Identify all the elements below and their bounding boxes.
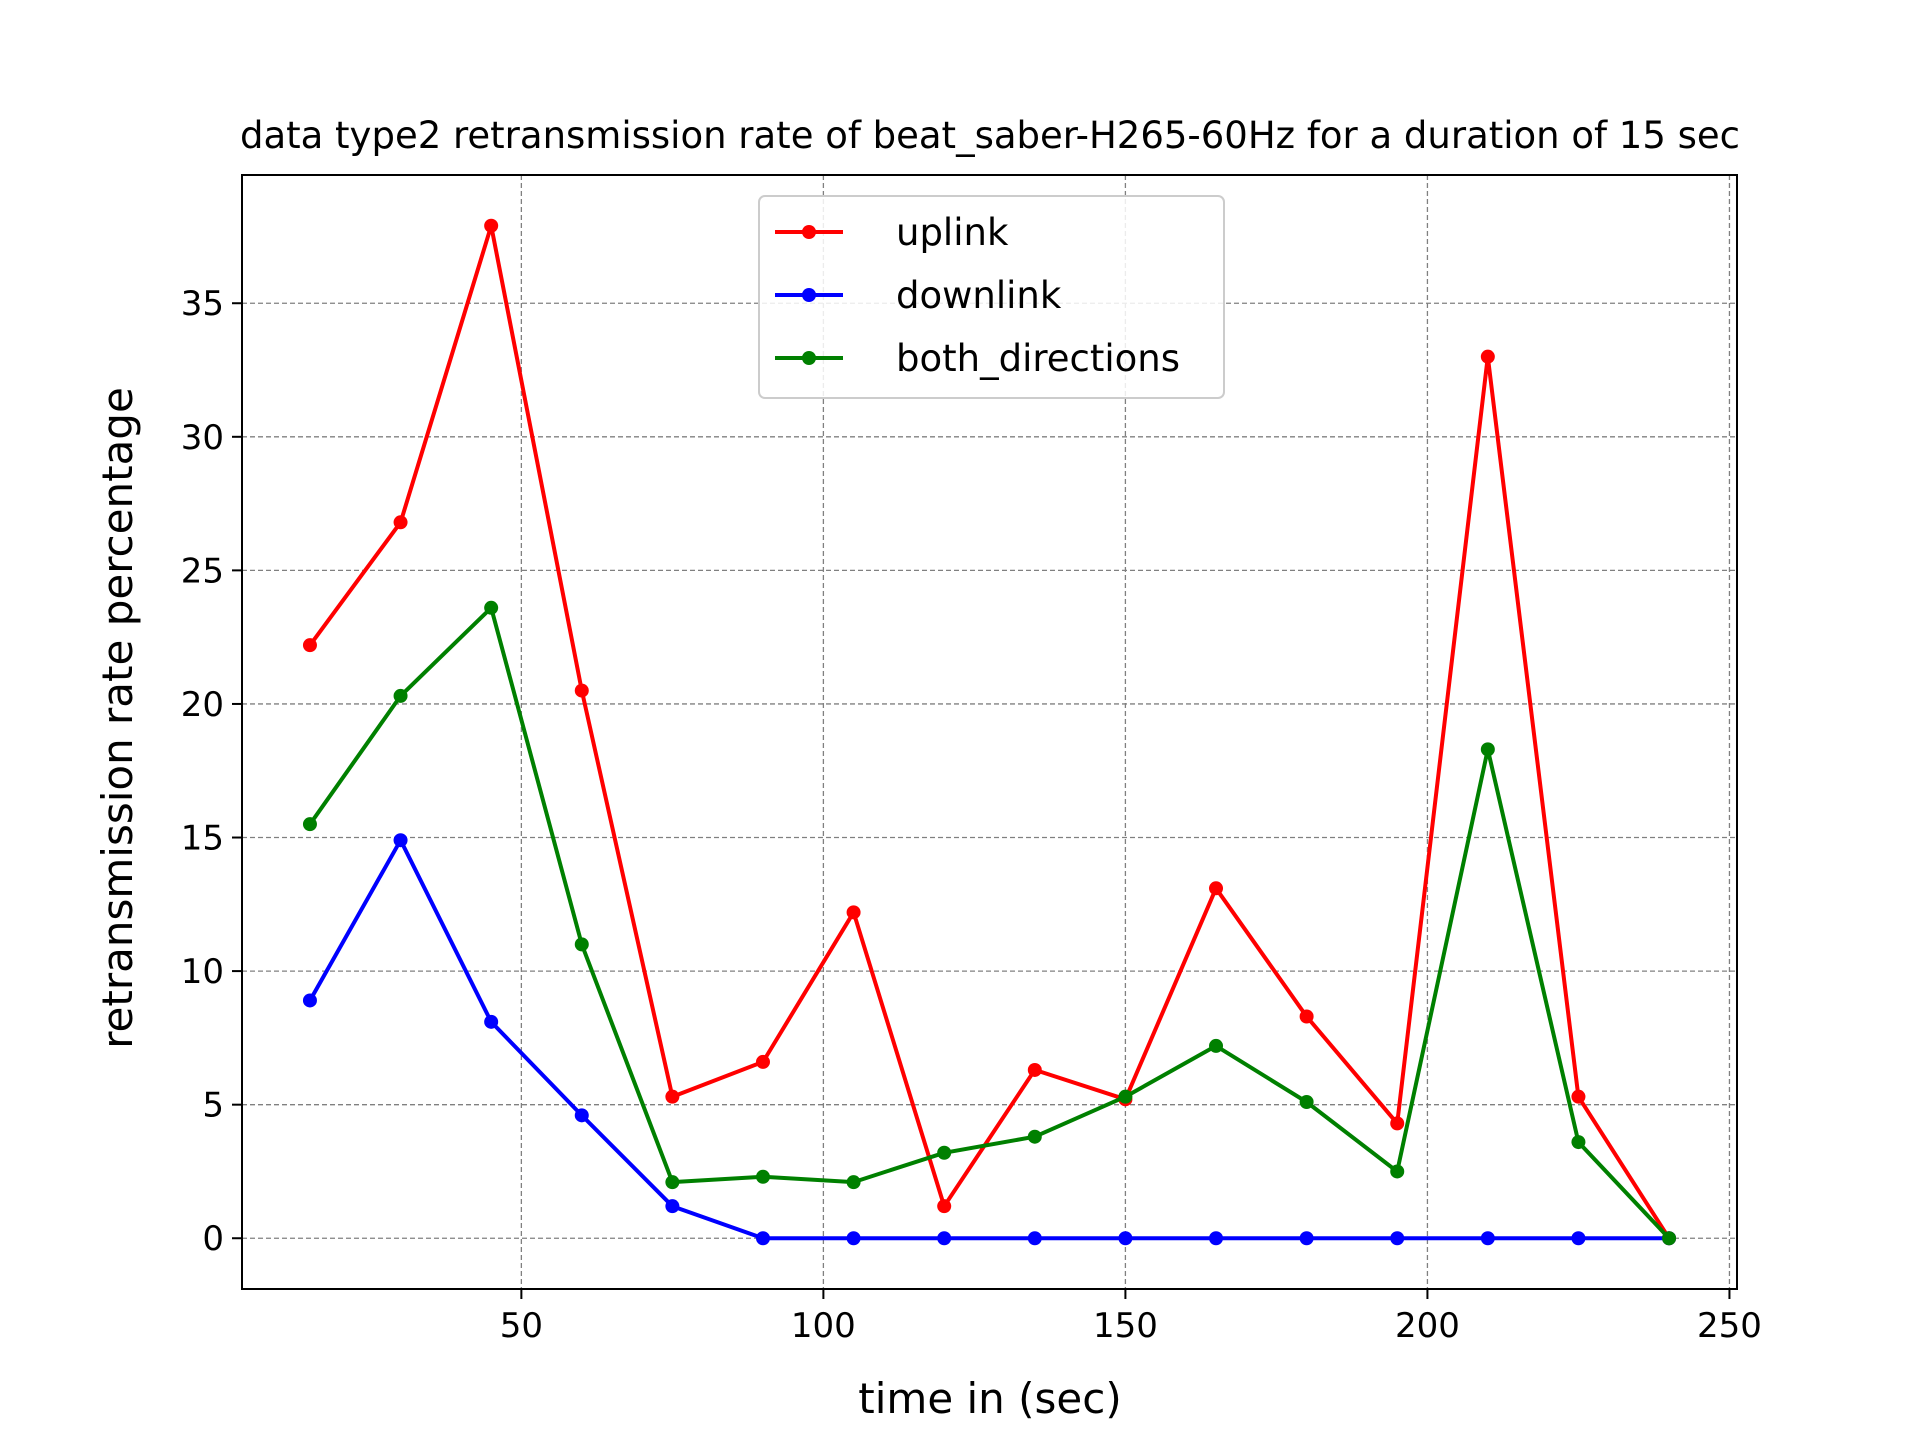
data-point-both_directions bbox=[574, 937, 589, 952]
data-point-uplink bbox=[846, 905, 861, 920]
y-tick-label: 10 bbox=[181, 952, 224, 992]
x-tick-label: 100 bbox=[791, 1306, 856, 1346]
data-point-downlink bbox=[1027, 1231, 1042, 1246]
data-point-uplink bbox=[393, 515, 408, 530]
x-tick-label: 250 bbox=[1697, 1306, 1762, 1346]
legend-label-uplink: uplink bbox=[896, 211, 1009, 254]
data-point-uplink bbox=[755, 1054, 770, 1069]
series-line-uplink bbox=[308, 223, 1671, 1240]
y-axis-label: retransmission rate percentage bbox=[93, 387, 142, 1049]
data-point-downlink bbox=[1571, 1231, 1586, 1246]
data-point-downlink bbox=[665, 1199, 680, 1214]
y-tick-label: 25 bbox=[181, 551, 224, 591]
data-point-downlink bbox=[937, 1231, 952, 1246]
data-point-uplink bbox=[665, 1089, 680, 1104]
x-axis-label: time in (sec) bbox=[858, 1374, 1121, 1423]
y-tick-label: 5 bbox=[202, 1086, 224, 1126]
series-uplink bbox=[302, 218, 1677, 1246]
y-tick-label: 20 bbox=[181, 685, 224, 725]
data-point-uplink bbox=[574, 683, 589, 698]
y-tick-label: 15 bbox=[181, 819, 224, 859]
data-point-both_directions bbox=[1118, 1089, 1133, 1104]
ticks: 50 100 150 200 250 0 5 10 15 20 25 30 35 bbox=[181, 284, 1762, 1346]
data-point-downlink bbox=[1209, 1231, 1224, 1246]
y-tick-label: 30 bbox=[181, 418, 224, 458]
plot-area: 50 100 150 200 250 0 5 10 15 20 25 30 35 uplink downli… bbox=[181, 174, 1762, 1346]
data-point-uplink bbox=[1027, 1062, 1042, 1077]
data-point-downlink bbox=[1480, 1231, 1495, 1246]
data-point-both_directions bbox=[1480, 742, 1495, 757]
y-tick-label: 35 bbox=[181, 284, 224, 324]
x-tick-label: 200 bbox=[1395, 1306, 1460, 1346]
data-point-downlink bbox=[846, 1231, 861, 1246]
data-point-downlink bbox=[302, 993, 317, 1008]
data-point-uplink bbox=[1571, 1089, 1586, 1104]
data-point-both_directions bbox=[1390, 1164, 1405, 1179]
data-point-uplink bbox=[484, 218, 499, 233]
data-point-uplink bbox=[937, 1199, 952, 1214]
data-point-downlink bbox=[484, 1014, 499, 1029]
series-both_directions bbox=[302, 600, 1677, 1246]
legend: uplink downlink both_directions bbox=[758, 195, 1225, 399]
data-point-downlink bbox=[393, 833, 408, 848]
data-point-uplink bbox=[1209, 881, 1224, 896]
data-point-both_directions bbox=[1571, 1135, 1586, 1150]
data-point-uplink bbox=[1299, 1009, 1314, 1024]
data-point-both_directions bbox=[302, 817, 317, 832]
y-tick-label: 0 bbox=[202, 1219, 224, 1259]
chart-title: data type2 retransmission rate of beat_s… bbox=[240, 114, 1740, 157]
data-point-downlink bbox=[1390, 1231, 1405, 1246]
legend-marker-both_directions bbox=[802, 351, 816, 365]
series-line-downlink bbox=[308, 838, 1669, 1241]
data-point-uplink bbox=[1480, 349, 1495, 364]
x-tick-label: 50 bbox=[500, 1306, 543, 1346]
data-point-both_directions bbox=[937, 1145, 952, 1160]
legend-marker-uplink bbox=[802, 225, 816, 239]
legend-label-both_directions: both_directions bbox=[896, 337, 1180, 380]
data-point-downlink bbox=[755, 1231, 770, 1246]
legend-marker-downlink bbox=[802, 288, 816, 302]
data-point-downlink bbox=[574, 1108, 589, 1123]
data-point-both_directions bbox=[393, 688, 408, 703]
data-point-both_directions bbox=[1209, 1038, 1224, 1053]
data-point-uplink bbox=[302, 638, 317, 653]
data-point-both_directions bbox=[1299, 1094, 1314, 1109]
data-point-both_directions bbox=[755, 1169, 770, 1184]
data-point-both_directions bbox=[1027, 1129, 1042, 1144]
legend-label-downlink: downlink bbox=[896, 274, 1062, 317]
data-point-downlink bbox=[1299, 1231, 1314, 1246]
data-point-downlink bbox=[1118, 1231, 1133, 1246]
axes-frame bbox=[241, 174, 1738, 1290]
series-line-both_directions bbox=[308, 605, 1671, 1240]
data-point-both_directions bbox=[1662, 1231, 1677, 1246]
legend-box bbox=[758, 195, 1225, 399]
data-point-both_directions bbox=[846, 1175, 861, 1190]
x-tick-label: 150 bbox=[1093, 1306, 1158, 1346]
data-point-uplink bbox=[1390, 1116, 1405, 1131]
data-point-both_directions bbox=[484, 600, 499, 615]
data-point-both_directions bbox=[665, 1175, 680, 1190]
